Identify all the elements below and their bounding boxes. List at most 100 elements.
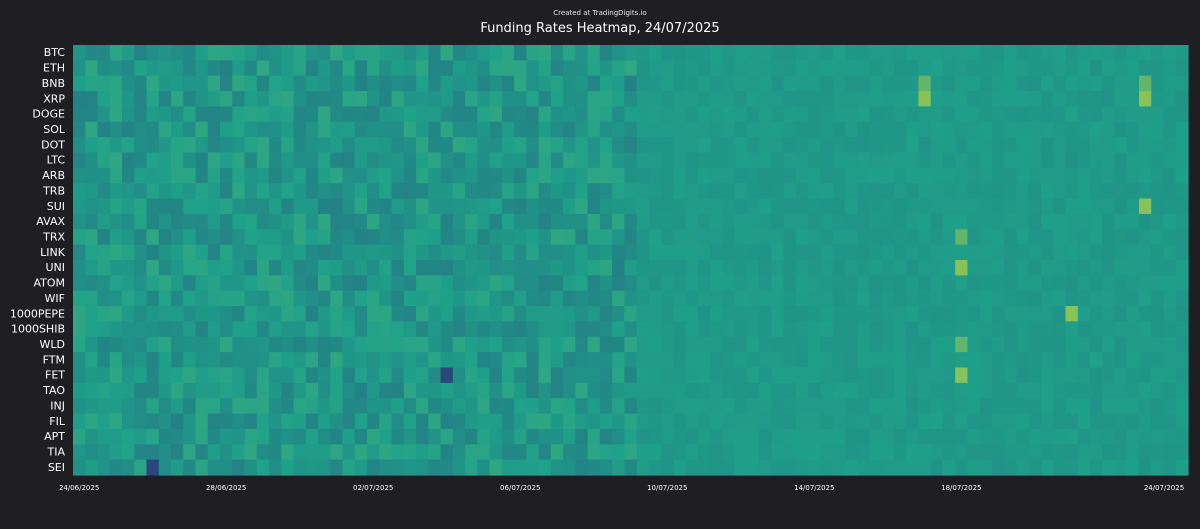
heatmap-cell bbox=[269, 152, 282, 169]
heatmap-cell bbox=[636, 45, 650, 61]
heatmap-cell bbox=[207, 352, 221, 369]
heatmap-cell bbox=[171, 290, 184, 307]
heatmap-cell bbox=[244, 290, 258, 307]
heatmap-cell bbox=[1151, 336, 1165, 353]
heatmap-cell bbox=[563, 367, 576, 384]
heatmap-cell bbox=[183, 121, 197, 138]
heatmap-cell bbox=[318, 167, 331, 184]
heatmap-cell bbox=[844, 275, 858, 292]
heatmap-cell bbox=[979, 428, 993, 445]
heatmap-cell bbox=[808, 213, 822, 230]
heatmap-cell bbox=[318, 428, 331, 445]
heatmap-cell bbox=[465, 382, 478, 399]
heatmap-cell bbox=[734, 198, 748, 215]
heatmap-cell bbox=[942, 382, 956, 399]
heatmap-cell bbox=[1016, 75, 1030, 92]
heatmap-cell bbox=[881, 106, 895, 123]
heatmap-cell bbox=[477, 75, 491, 92]
heatmap-cell bbox=[820, 306, 834, 323]
heatmap-cell bbox=[624, 121, 638, 138]
heatmap-cell bbox=[1065, 428, 1079, 445]
heatmap-cell bbox=[158, 91, 172, 108]
heatmap-cell bbox=[967, 45, 981, 61]
heatmap-cell bbox=[550, 244, 564, 261]
heatmap-cell bbox=[403, 367, 417, 384]
heatmap-cell bbox=[942, 244, 956, 261]
heatmap-cell bbox=[538, 352, 552, 369]
heatmap-cell bbox=[465, 183, 478, 200]
heatmap-cell bbox=[109, 45, 123, 61]
heatmap-cell bbox=[930, 167, 944, 184]
heatmap-cell bbox=[220, 459, 233, 476]
heatmap-cell bbox=[1077, 167, 1091, 184]
heatmap-cell bbox=[195, 413, 209, 430]
heatmap-cell bbox=[991, 398, 1005, 415]
heatmap-cell bbox=[991, 290, 1005, 307]
heatmap-cell bbox=[305, 260, 319, 276]
heatmap-cell bbox=[550, 75, 564, 92]
heatmap-cell bbox=[1065, 121, 1079, 138]
heatmap-cell bbox=[416, 290, 429, 307]
heatmap-cell bbox=[134, 75, 148, 92]
heatmap-cell bbox=[256, 428, 270, 445]
heatmap-cell bbox=[158, 260, 172, 276]
heatmap-cell bbox=[967, 444, 981, 461]
heatmap-cell bbox=[477, 336, 491, 353]
heatmap-cell bbox=[697, 183, 711, 200]
heatmap-cell bbox=[183, 183, 197, 200]
heatmap-cell bbox=[195, 260, 209, 276]
heatmap-cell bbox=[1102, 244, 1116, 261]
heatmap-cell bbox=[305, 213, 319, 230]
heatmap-cell bbox=[685, 260, 699, 276]
heatmap-cell bbox=[85, 167, 99, 184]
heatmap-cell bbox=[489, 459, 503, 476]
heatmap-cell bbox=[342, 167, 356, 184]
y-tick-label: WLD bbox=[40, 338, 65, 351]
heatmap-cell bbox=[979, 382, 993, 399]
heatmap-cell bbox=[918, 275, 932, 292]
heatmap-cell bbox=[722, 60, 736, 77]
heatmap-cell bbox=[991, 459, 1005, 476]
heatmap-cell bbox=[869, 137, 883, 154]
heatmap-cell bbox=[501, 306, 515, 323]
heatmap-cell bbox=[526, 183, 540, 200]
y-tick-label: XRP bbox=[43, 92, 65, 105]
heatmap-cell bbox=[97, 413, 111, 430]
heatmap-cell bbox=[256, 352, 270, 369]
heatmap-cell bbox=[330, 213, 344, 230]
heatmap-cell bbox=[1065, 213, 1079, 230]
heatmap-cell bbox=[97, 213, 111, 230]
heatmap-cell bbox=[526, 229, 540, 246]
heatmap-cell bbox=[771, 444, 785, 461]
y-tick-label: FIL bbox=[49, 415, 66, 428]
heatmap-cell bbox=[759, 137, 772, 154]
heatmap-cell bbox=[256, 213, 270, 230]
heatmap-cell bbox=[416, 428, 429, 445]
heatmap-cell bbox=[232, 336, 246, 353]
heatmap-cell bbox=[710, 198, 723, 215]
heatmap-cell bbox=[1163, 213, 1177, 230]
heatmap-cell bbox=[673, 336, 687, 353]
heatmap-cell bbox=[318, 213, 331, 230]
heatmap-cell bbox=[354, 244, 368, 261]
heatmap-cell bbox=[256, 459, 270, 476]
heatmap-cell bbox=[648, 444, 662, 461]
heatmap-cell bbox=[514, 75, 527, 92]
heatmap-cell bbox=[563, 428, 576, 445]
heatmap-cell bbox=[710, 152, 723, 169]
heatmap-cell bbox=[244, 75, 258, 92]
heatmap-cell bbox=[220, 75, 233, 92]
heatmap-cell bbox=[391, 444, 405, 461]
heatmap-cell bbox=[318, 137, 331, 154]
heatmap-cell bbox=[942, 413, 956, 430]
heatmap-cell bbox=[428, 275, 442, 292]
heatmap-cell bbox=[207, 321, 221, 338]
heatmap-cell bbox=[1114, 137, 1128, 154]
heatmap-cell bbox=[587, 198, 601, 215]
heatmap-cell bbox=[330, 367, 344, 384]
heatmap-cell bbox=[697, 413, 711, 430]
heatmap-cell bbox=[1102, 198, 1116, 215]
heatmap-cell bbox=[195, 321, 209, 338]
heatmap-cell bbox=[1004, 459, 1018, 476]
heatmap-cell bbox=[232, 137, 246, 154]
